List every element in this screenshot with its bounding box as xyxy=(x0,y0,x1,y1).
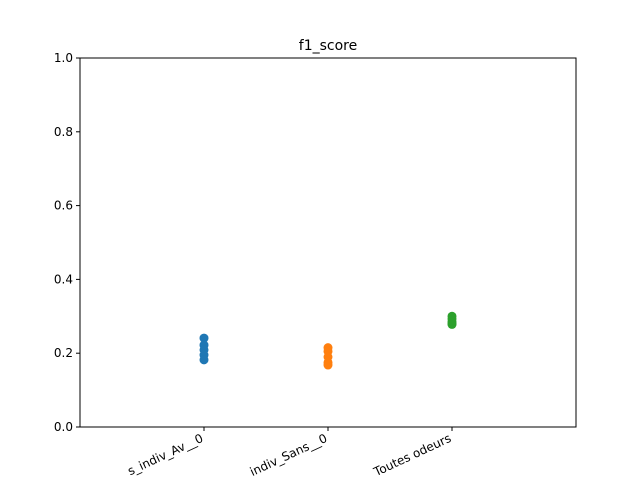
y-tick-label: 0.8 xyxy=(54,125,73,139)
point xyxy=(447,319,457,329)
point xyxy=(323,360,333,370)
y-tick-label: 0.2 xyxy=(54,346,73,360)
x-tick-label: indiv_Sans__0 xyxy=(248,431,330,479)
y-tick-label: 0.0 xyxy=(54,420,73,434)
y-tick-label: 0.6 xyxy=(54,199,73,213)
point xyxy=(199,355,209,365)
chart-title: f1_score xyxy=(299,38,357,54)
y-tick-label: 1.0 xyxy=(54,51,73,65)
y-tick-label: 0.4 xyxy=(54,272,73,286)
x-tick-label: s_indiv_Av__0 xyxy=(125,431,205,478)
point xyxy=(199,333,209,343)
axes-frame xyxy=(79,57,577,428)
x-tick-label: Toutes odeurs xyxy=(371,431,454,479)
